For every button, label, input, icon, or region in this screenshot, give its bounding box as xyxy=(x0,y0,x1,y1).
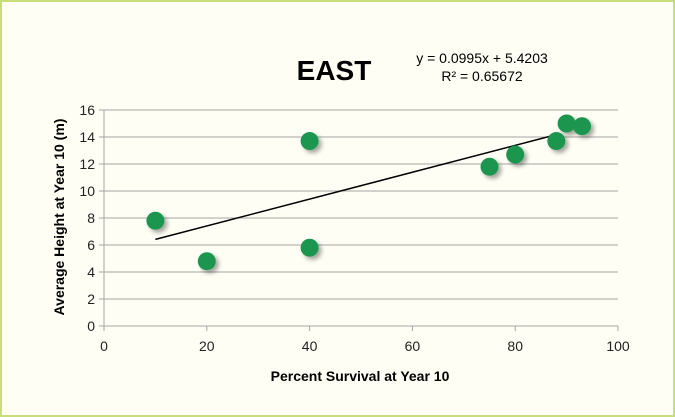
y-tick-label: 0 xyxy=(87,318,95,334)
x-tick-label: 40 xyxy=(302,338,318,354)
gridlines xyxy=(104,109,618,300)
data-point xyxy=(557,114,576,133)
x-tick-label: 60 xyxy=(405,338,421,354)
y-tick-label: 16 xyxy=(79,102,95,118)
x-tick-label: 20 xyxy=(199,338,215,354)
tick-labels: 0 2 4 6 8 10 12 14 16 0 20 40 60 80 100 xyxy=(79,102,629,354)
chart-title: EAST xyxy=(297,55,372,86)
y-tick-label: 10 xyxy=(79,183,95,199)
x-tick-label: 100 xyxy=(606,338,630,354)
y-tick-label: 8 xyxy=(87,210,95,226)
y-axis-label: Average Height at Year 10 (m) xyxy=(51,119,67,316)
y-tick-label: 14 xyxy=(79,129,95,145)
x-axis-label: Percent Survival at Year 10 xyxy=(271,368,450,384)
y-tick-label: 4 xyxy=(87,264,95,280)
data-point xyxy=(197,252,216,271)
trendline-r-squared: R² = 0.65672 xyxy=(441,68,523,84)
data-point xyxy=(480,157,499,176)
data-point xyxy=(300,238,319,257)
trendline-segment xyxy=(155,133,557,241)
trendline-equation: y = 0.0995x + 5.4203 xyxy=(416,50,548,66)
data-point xyxy=(300,132,319,151)
x-tick-label: 0 xyxy=(100,338,108,354)
y-tick-label: 6 xyxy=(87,237,95,253)
data-point xyxy=(547,132,566,151)
y-tick-label: 12 xyxy=(79,156,95,172)
data-point xyxy=(573,117,592,136)
y-tick-label: 2 xyxy=(87,291,95,307)
x-tick-label: 80 xyxy=(507,338,523,354)
axes xyxy=(99,109,619,331)
data-points xyxy=(146,114,592,271)
data-point xyxy=(146,211,165,230)
trendline xyxy=(155,133,557,241)
data-point xyxy=(506,145,525,164)
